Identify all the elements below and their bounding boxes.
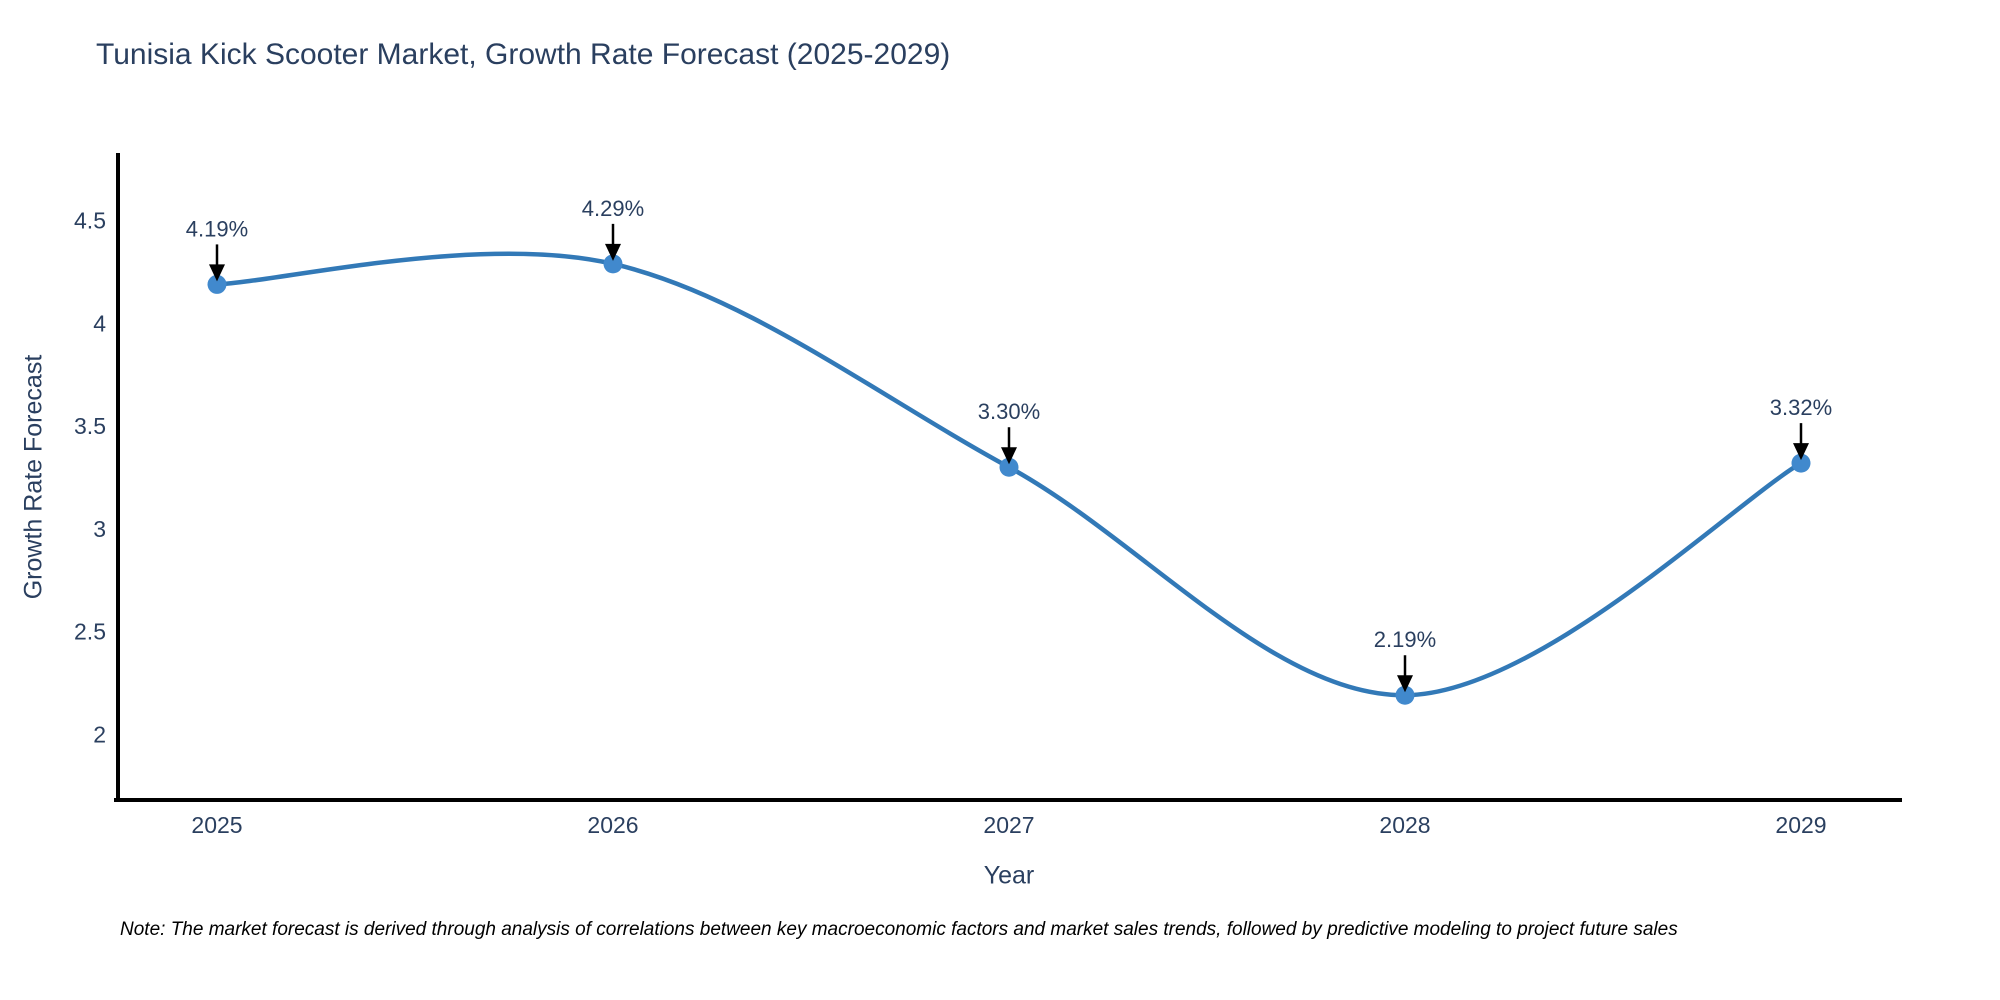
x-axis-title: Year (983, 861, 1035, 890)
x-tick-label-2029: 2029 (1775, 812, 1826, 838)
point-label-2027: 3.30% (978, 399, 1040, 424)
forecast-curve (214, 251, 1804, 698)
y-tick-label-4-5: 4.5 (74, 208, 106, 234)
y-tick-label-2: 2 (93, 721, 106, 747)
data-point-2029[interactable] (1791, 453, 1811, 473)
y-tick-label-3-5: 3.5 (74, 413, 106, 439)
point-annotations: 4.19% 4.29% 3.30% 2.19% 3.32% (186, 196, 1832, 693)
annotation-arrowhead-icon (209, 264, 225, 282)
x-tick-label-2027: 2027 (983, 812, 1034, 838)
data-point-2026[interactable] (603, 254, 623, 274)
annotation-arrowhead-icon (1001, 447, 1017, 465)
y-tick-label-2-5: 2.5 (74, 619, 106, 645)
annotation-arrowhead-icon (1397, 675, 1413, 693)
data-point-2027[interactable] (999, 457, 1019, 477)
data-point-2025[interactable] (207, 274, 227, 294)
axis-spines (114, 153, 1902, 802)
y-tick-label-3: 3 (93, 516, 106, 542)
x-axis-tick-labels: 2025 2026 2027 2028 2029 (191, 812, 1826, 838)
y-tick-label-4: 4 (93, 310, 106, 336)
point-label-2029: 3.32% (1770, 395, 1832, 420)
point-label-2025: 4.19% (186, 216, 248, 241)
chart-title: Tunisia Kick Scooter Market, Growth Rate… (96, 38, 951, 71)
x-tick-label-2025: 2025 (191, 812, 242, 838)
data-point-2028[interactable] (1395, 685, 1415, 705)
point-label-2028: 2.19% (1374, 627, 1436, 652)
x-tick-label-2026: 2026 (587, 812, 638, 838)
footnote: Note: The market forecast is derived thr… (120, 919, 1678, 940)
annotation-arrowhead-icon (1793, 443, 1809, 461)
forecast-line (214, 251, 1804, 698)
x-tick-label-2028: 2028 (1379, 812, 1430, 838)
point-label-2026: 4.29% (582, 196, 644, 221)
y-axis-tick-labels: 4.5 4 3.5 3 2.5 2 (74, 208, 106, 748)
annotation-arrowhead-icon (605, 243, 621, 261)
data-point-markers (207, 254, 1811, 705)
